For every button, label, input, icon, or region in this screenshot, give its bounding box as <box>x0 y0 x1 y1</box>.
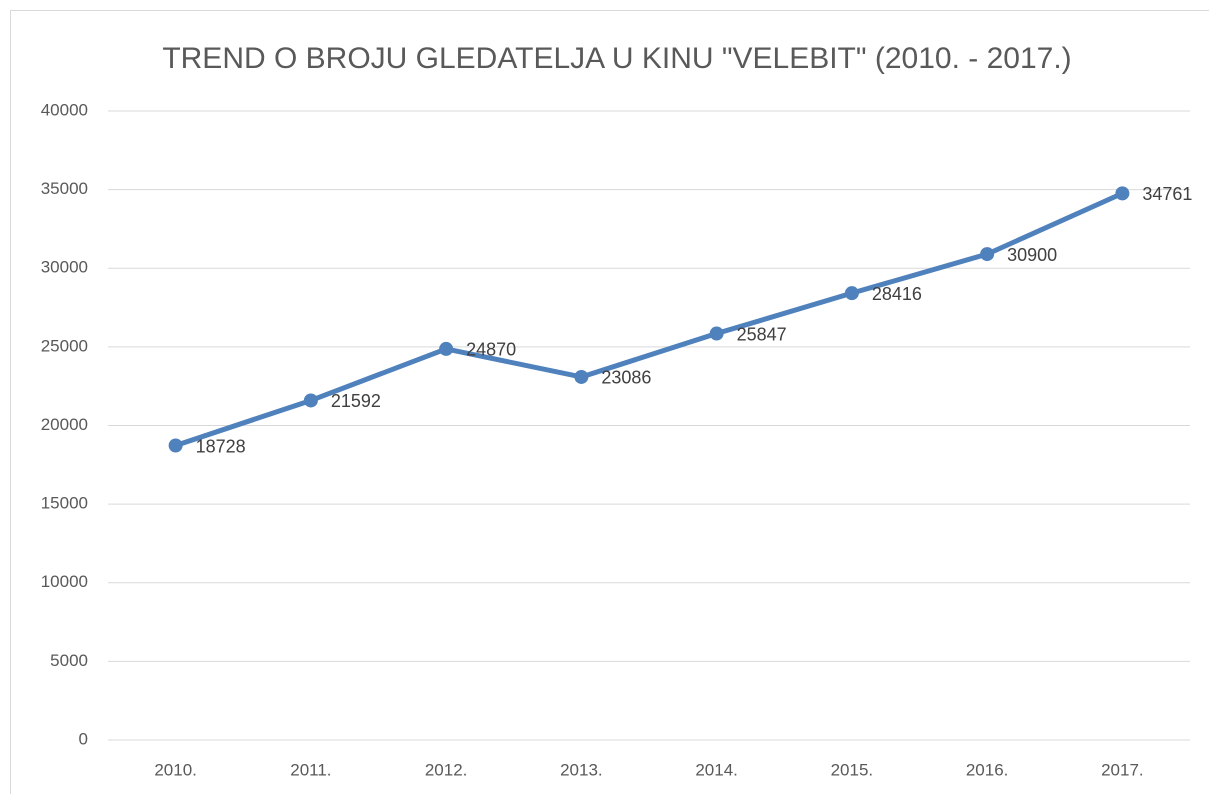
point <box>439 341 454 356</box>
x-tick-label: 2017. <box>1101 760 1144 779</box>
data-label: 28416 <box>872 284 922 304</box>
point <box>980 247 995 262</box>
y-tick-label: 35000 <box>41 179 88 198</box>
data-label: 18728 <box>196 436 246 456</box>
x-tick-label: 2016. <box>966 760 1009 779</box>
data-label: 23086 <box>601 368 651 388</box>
point <box>1115 186 1130 201</box>
data-label: 30900 <box>1007 245 1057 265</box>
y-tick-label: 5000 <box>50 651 88 670</box>
point <box>574 369 589 384</box>
x-tick-label: 2011. <box>290 760 331 779</box>
y-tick-label: 40000 <box>41 100 88 119</box>
y-tick-label: 10000 <box>41 572 88 591</box>
x-tick-label: 2013. <box>560 760 603 779</box>
point <box>168 438 183 453</box>
data-label: 25847 <box>737 324 787 344</box>
data-label: 24870 <box>466 340 516 360</box>
x-tick-label: 2012. <box>425 760 468 779</box>
y-tick-label: 30000 <box>41 258 88 277</box>
point <box>709 326 724 341</box>
chart-title: TREND O BROJU GLEDATELJA U KINU "VELEBIT… <box>162 42 1071 75</box>
chart-border <box>10 10 1209 794</box>
data-label: 34761 <box>1142 184 1192 204</box>
line <box>173 190 1125 449</box>
x-tick-label: 2014. <box>695 760 738 779</box>
x-tick-label: 2010. <box>154 760 197 779</box>
point <box>303 393 318 408</box>
y-tick-label: 15000 <box>41 494 88 513</box>
y-tick-label: 20000 <box>41 415 88 434</box>
y-tick-label: 25000 <box>41 336 88 355</box>
x-tick-label: 2015. <box>831 760 874 779</box>
point <box>844 286 859 301</box>
y-tick-label: 0 <box>79 729 88 748</box>
data-label: 21592 <box>331 391 381 411</box>
